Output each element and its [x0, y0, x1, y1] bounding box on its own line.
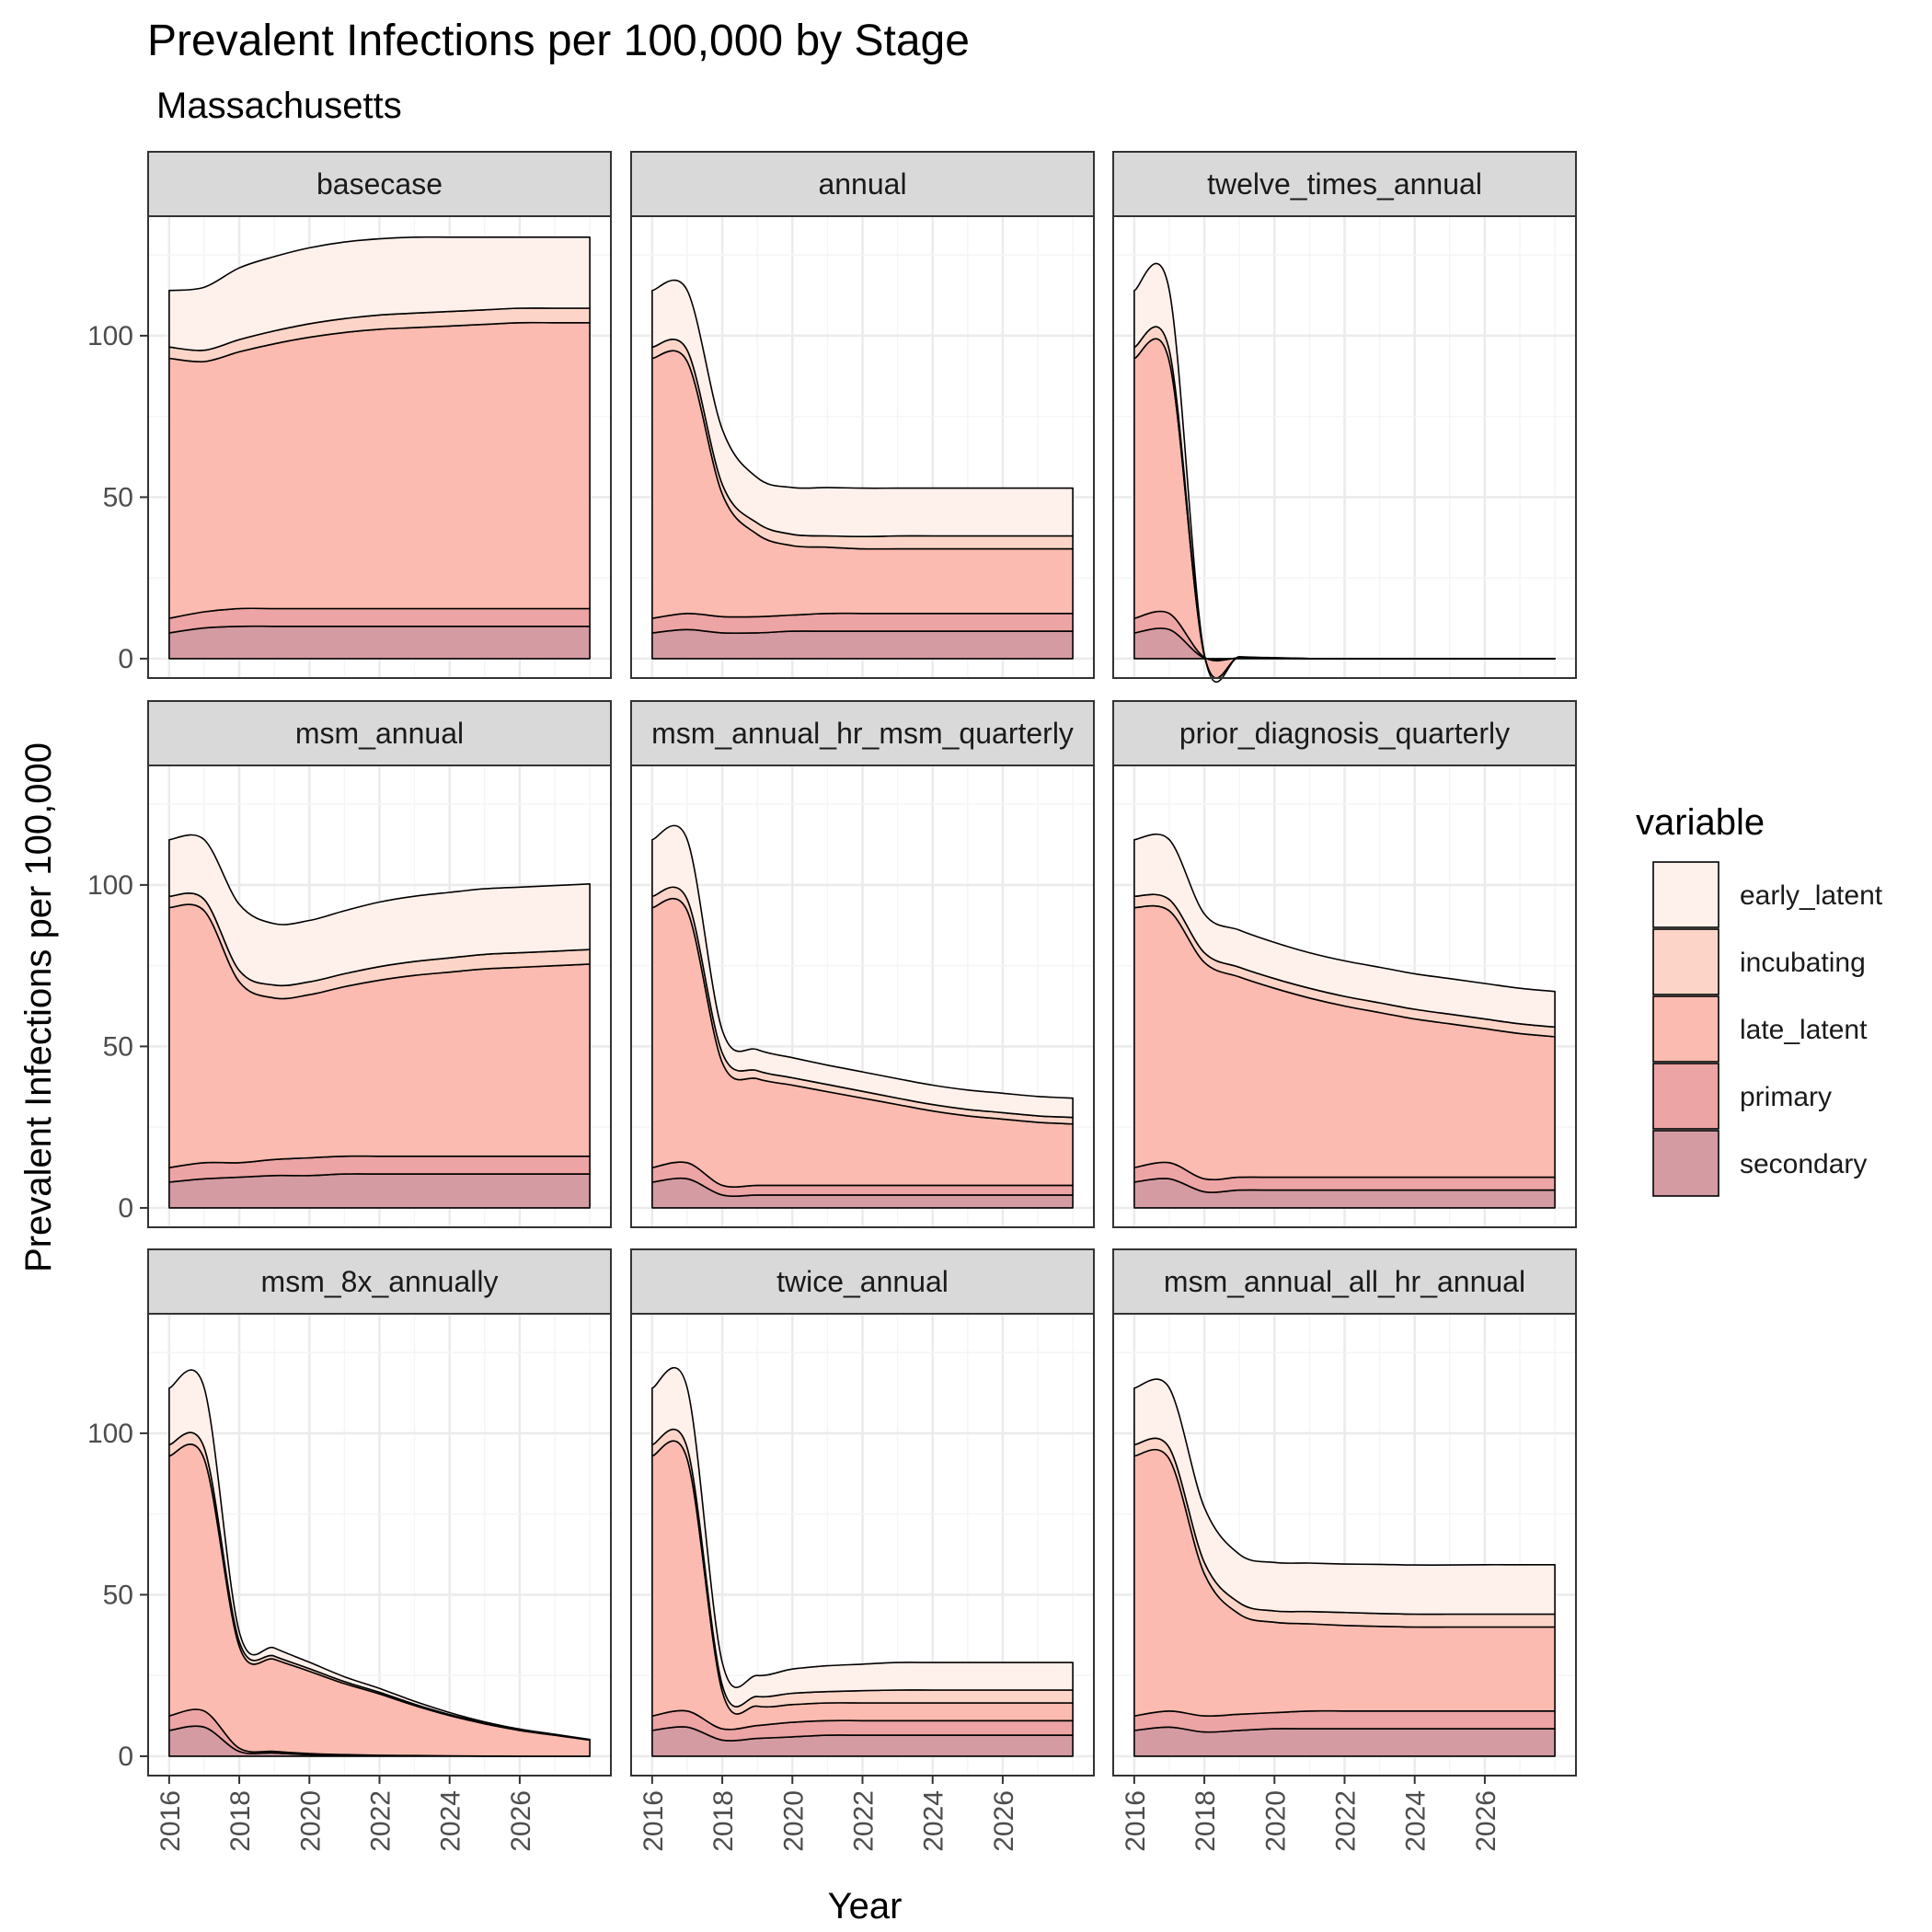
panel-annual: annual — [630, 151, 1095, 679]
panel-twice-annual: twice_annual 2016 2018 2020 2022 2024 2026 — [630, 1248, 1095, 1852]
legend-key-early-latent — [1652, 861, 1719, 928]
panel-msm-8x-annually-x-tick-label: 2022 — [366, 1790, 397, 1852]
panel-twice-annual-area-early-latent — [651, 1366, 1074, 1708]
panel-twelve-times-annual-strip — [1112, 151, 1577, 217]
panel-prior-diagnosis-quarterly-strip-label: prior_diagnosis_quarterly — [1179, 717, 1510, 750]
chart-subtitle: Massachusetts — [156, 86, 402, 126]
panel-twice-annual-x-tick-label: 2026 — [989, 1790, 1019, 1852]
panel-basecase-area-early-latent — [168, 236, 591, 351]
panel-twice-annual-x-tick-label: 2022 — [849, 1790, 880, 1852]
panel-basecase-strip-label: basecase — [316, 167, 443, 201]
panel-msm-8x-annually: msm_8x_annually 0 50 100 2016 2018 2020 2022 202… — [87, 1248, 612, 1852]
panel-msm-annual-all-hr-annual-x-tick-label: 2016 — [1121, 1790, 1151, 1852]
legend-key-late-latent — [1652, 995, 1719, 1063]
panel-msm-8x-annually-x-tick-label: 2026 — [506, 1790, 536, 1852]
panel-msm-annual-strip-label: msm_annual — [295, 717, 464, 750]
panel-annual-strip-label: annual — [818, 167, 906, 201]
panel-msm-annual-strip — [147, 700, 612, 766]
panel-msm-annual-all-hr-annual-x-tick-label: 2024 — [1401, 1790, 1432, 1852]
chart-title: Prevalent Infections per 100,000 by Stag… — [147, 17, 970, 65]
panel-msm-annual-all-hr-annual-x-tick-label: 2022 — [1331, 1790, 1362, 1852]
panel-prior-diagnosis-quarterly-area-early-latent — [1133, 834, 1556, 1029]
panel-msm-annual-all-hr-annual-strip — [1112, 1248, 1577, 1315]
panel-basecase-border — [147, 215, 612, 679]
panel-msm-annual-area-early-latent — [168, 834, 591, 987]
panel-msm-annual-area-secondary — [168, 1173, 591, 1209]
panel-msm-annual-y-tick-label: 50 — [103, 1031, 133, 1062]
panel-msm-annual-hr-msm-quarterly-strip-label: msm_annual_hr_msm_quarterly — [651, 717, 1074, 750]
panel-msm-annual-hr-msm-quarterly-area-early-latent — [651, 824, 1074, 1119]
panel-basecase-y-tick-label: 50 — [103, 482, 133, 512]
panel-msm-8x-annually-x-tick-label: 2018 — [225, 1790, 256, 1852]
legend-label-early-latent: early_latent — [1740, 880, 1883, 911]
legend-key-primary — [1652, 1063, 1719, 1130]
panel-basecase-area-late-latent — [168, 321, 591, 619]
panel-msm-annual-all-hr-annual-x-tick-label: 2018 — [1190, 1790, 1221, 1852]
panel-twice-annual-strip-label: twice_annual — [776, 1265, 949, 1298]
legend-label-incubating: incubating — [1740, 948, 1866, 978]
panel-twice-annual-x-tick-label: 2018 — [708, 1790, 739, 1852]
panel-annual-border — [630, 215, 1095, 679]
panel-msm-8x-annually-x-tick-label: 2024 — [436, 1790, 466, 1852]
panel-msm-8x-annually-strip-label: msm_8x_annually — [261, 1265, 499, 1298]
panel-basecase-strip — [147, 151, 612, 217]
panel-basecase: basecase 0 50 100 — [87, 151, 612, 679]
panel-msm-8x-annually-x-tick-label: 2020 — [295, 1790, 326, 1852]
panel-msm-annual-hr-msm-quarterly: msm_annual_hr_msm_quarterly — [630, 700, 1095, 1228]
panel-basecase-y-tick-label: 100 — [87, 321, 133, 351]
panel-twelve-times-annual-strip-label: twelve_times_annual — [1207, 167, 1482, 201]
legend-label-late-latent: late_latent — [1740, 1015, 1868, 1045]
panel-annual-area-secondary — [651, 628, 1074, 660]
panel-msm-annual-all-hr-annual-x-tick-label: 2020 — [1260, 1790, 1291, 1852]
panel-prior-diagnosis-quarterly: prior_diagnosis_quarterly — [1112, 700, 1577, 1228]
legend-label-secondary: secondary — [1740, 1149, 1867, 1179]
panel-twice-annual-x-tick-label: 2024 — [919, 1790, 949, 1852]
panel-msm-8x-annually-x-tick-label: 2016 — [155, 1790, 186, 1852]
panel-msm-8x-annually-y-tick-label: 100 — [87, 1419, 133, 1449]
panel-msm-annual-y-tick-label: 100 — [87, 870, 133, 901]
panel-msm-annual-border — [147, 765, 612, 1228]
y-axis-title: Prevalent Infections per 100,000 — [18, 742, 59, 1272]
panel-twelve-times-annual-area-early-latent — [1133, 262, 1556, 683]
panel-msm-annual-hr-msm-quarterly-border — [630, 765, 1095, 1228]
legend-label-primary: primary — [1740, 1082, 1832, 1112]
panel-msm-8x-annually-y-tick-label: 0 — [118, 1742, 133, 1772]
panel-msm-annual-y-tick-label: 0 — [118, 1193, 133, 1224]
panel-basecase-y-tick-label: 0 — [118, 644, 133, 674]
panel-msm-8x-annually-strip — [147, 1248, 612, 1315]
panel-twice-annual-x-tick-label: 2020 — [778, 1790, 809, 1852]
panel-twice-annual-x-tick-label: 2016 — [638, 1790, 669, 1852]
panel-prior-diagnosis-quarterly-border — [1112, 765, 1577, 1228]
panel-prior-diagnosis-quarterly-strip — [1112, 700, 1577, 766]
legend-key-secondary — [1652, 1130, 1719, 1197]
panel-msm-annual: msm_annual 0 50 100 — [87, 700, 612, 1228]
panel-msm-annual-all-hr-annual-x-tick-label: 2026 — [1471, 1790, 1501, 1852]
panel-basecase-area-secondary — [168, 625, 591, 660]
panel-annual-area-early-latent — [651, 279, 1074, 537]
panel-twelve-times-annual-border — [1112, 215, 1577, 679]
legend: variable early_latent incubating late_late… — [1636, 802, 1883, 1197]
panel-twice-annual-strip — [630, 1248, 1095, 1315]
x-axis-title: Year — [828, 1886, 903, 1926]
panel-msm-8x-annually-area-early-latent — [168, 1369, 591, 1741]
panel-msm-8x-annually-y-tick-label: 50 — [103, 1580, 133, 1610]
panel-msm-annual-all-hr-annual: msm_annual_all_hr_annual 2016 2018 2020 2022… — [1112, 1248, 1577, 1852]
legend-title: variable — [1636, 802, 1765, 843]
panel-msm-annual-all-hr-annual-strip-label: msm_annual_all_hr_annual — [1164, 1265, 1525, 1298]
facet-panels: basecase 0 50 100 annual twelve_times_annualm… — [87, 151, 1577, 1852]
panel-twelve-times-annual: twelve_times_annual — [1112, 151, 1577, 683]
legend-key-incubating — [1652, 928, 1719, 995]
panel-annual-strip — [630, 151, 1095, 217]
panel-msm-annual-all-hr-annual-area-early-latent — [1133, 1378, 1556, 1616]
